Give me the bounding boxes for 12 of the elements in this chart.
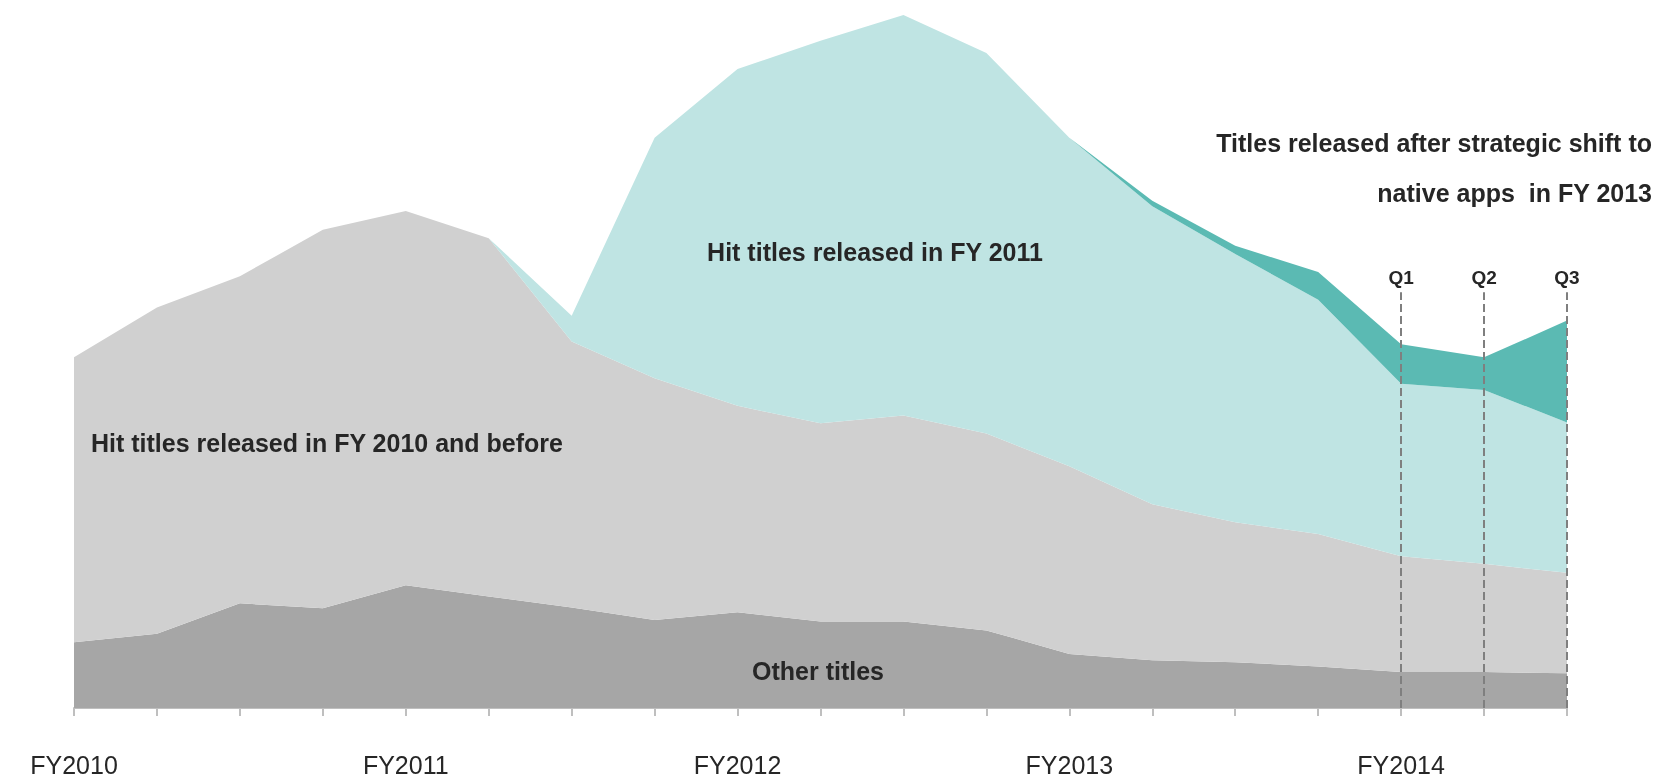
series-label: Other titles — [752, 657, 884, 685]
x-tick-label: FY2011 — [362, 750, 449, 779]
annotation: Q3 — [1554, 267, 1580, 289]
ref-line-label: Q1 — [1388, 267, 1415, 289]
annotation: Q2 — [1471, 267, 1497, 289]
series-label: Hit titles released in FY 2011 — [707, 238, 1043, 266]
x-tick-label: FY2013 — [1025, 750, 1114, 779]
series-label: Titles released after strategic shift to native apps in FY 2013 — [1216, 129, 1652, 207]
x-tick-label: FY2014 — [1357, 750, 1445, 779]
x-tick-label: FY2010 — [30, 750, 118, 779]
series-label: Hit titles released in FY 2010 and before — [91, 429, 564, 457]
x-tick-label: FY2012 — [693, 750, 782, 779]
